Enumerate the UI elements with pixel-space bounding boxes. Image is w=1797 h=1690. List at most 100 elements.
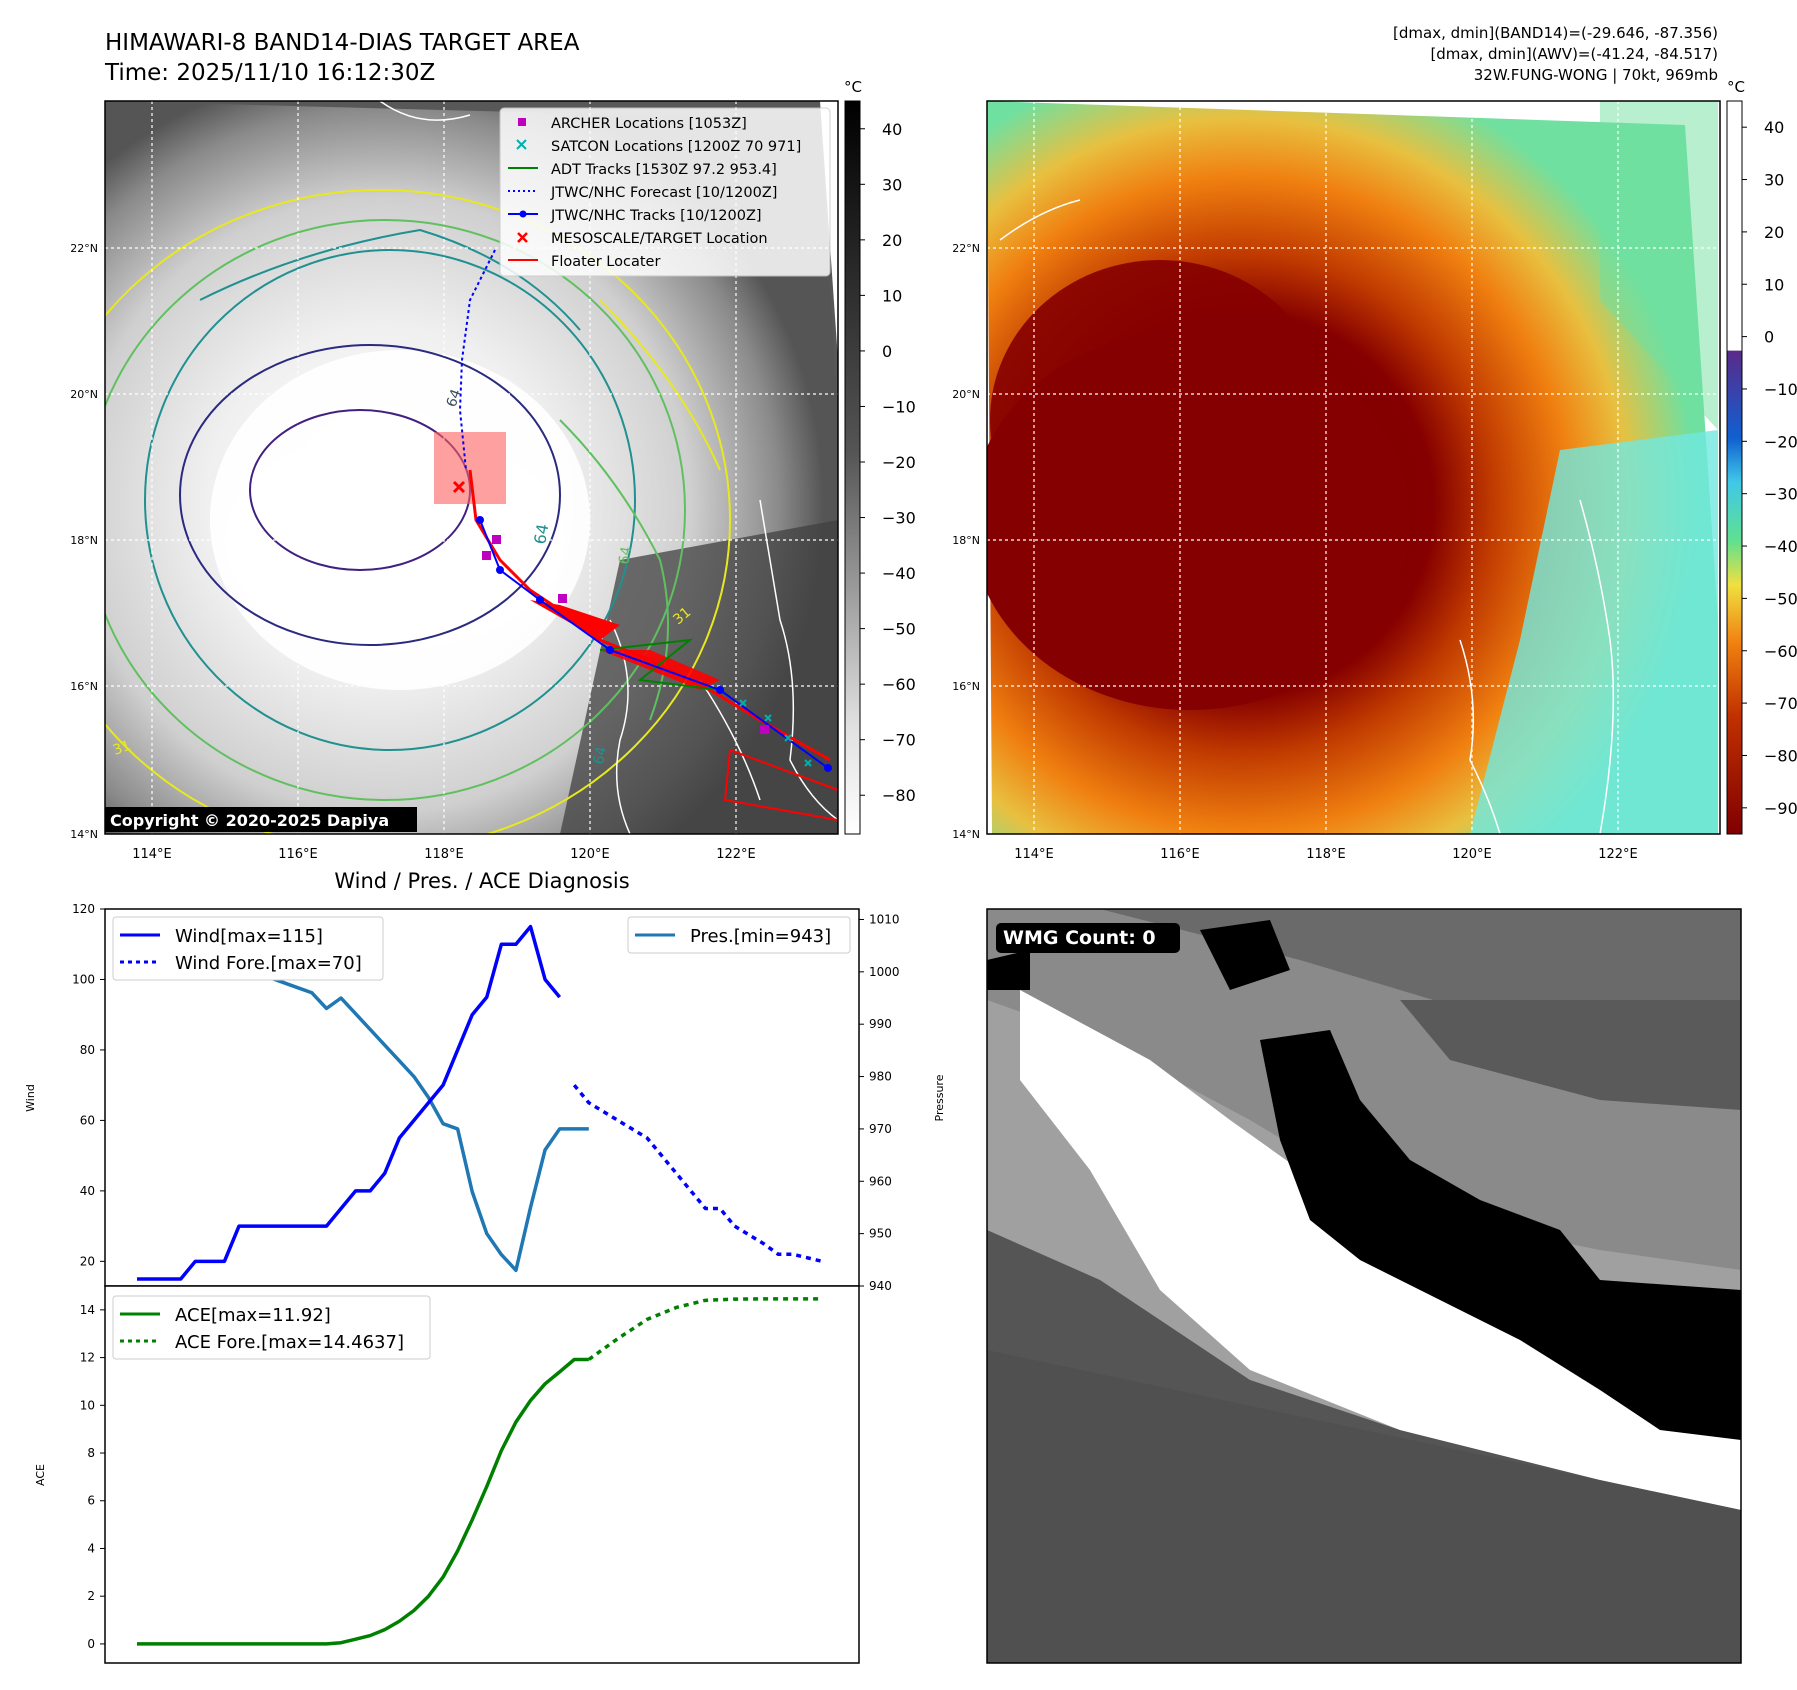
jtwc-track [479,519,829,769]
axis-tick-label: 20 [80,1254,95,1268]
ace-chart: ACE 0 2 4 6 8 10 12 14 ACE[max=11.92] ACE Fore.… [34,1285,860,1664]
colorbar-tick-label: −20 [1764,432,1797,451]
colorbar-tick-label: −60 [1764,642,1797,661]
figure-title-line1: HIMAWARI-8 BAND14-DIAS TARGET AREA [105,30,580,56]
wind-pressure-chart: Wind / Pres. / ACE Diagnosis Wind Pressu… [24,869,946,1293]
axis-tick-label: 12 [80,1351,95,1365]
colorbar-tick-label: 20 [882,231,902,250]
axis-tick-label: 0 [87,1637,95,1651]
colorbar-tick-label: 20 [1764,223,1784,242]
lat-label: 18°N [70,534,98,547]
series-line [137,924,562,1281]
legend-label: JTWC/NHC Forecast [10/1200Z] [550,185,777,201]
series-line [587,1297,822,1361]
lat-label: 14°N [70,828,98,841]
axis-tick-label: 950 [869,1227,892,1241]
colorbar-tick-label: −50 [882,620,916,639]
colorbar-tick-label: 10 [1764,275,1784,294]
chart-title: Wind / Pres. / ACE Diagnosis [334,869,629,893]
colorbar-tick-label: −40 [882,564,916,583]
axis-tick-label: 8 [87,1446,95,1460]
colorbar-tick-label: −60 [882,675,916,694]
lon-label: 120°E [1452,847,1492,862]
legend-label: MESOSCALE/TARGET Location [551,231,768,247]
colorbar-tick-label: −70 [1764,694,1797,713]
colorbar-unit: °C [1727,78,1745,96]
lon-label: 118°E [1306,847,1346,862]
colorbar-tick-label: 30 [882,175,902,194]
legend-label: ACE[max=11.92] [175,1305,331,1326]
lat-label: 14°N [952,828,980,841]
axis-tick-label: 980 [869,1070,892,1084]
colorbar-tick-label: −70 [882,731,916,750]
wmg-count-label: WMG Count: 0 [1003,927,1156,949]
contour-label: 64 [444,387,465,409]
contour-mid1 [105,219,686,801]
lon-label: 118°E [424,847,464,862]
axis-tick-label: 2 [87,1589,95,1603]
colorbar-tick-label: −10 [882,397,916,416]
contour-inner [179,344,561,646]
y-axis-label-ace: ACE [34,1464,47,1486]
legend-label: Wind Fore.[max=70] [175,953,362,974]
axis-tick-label: 1000 [869,965,900,979]
contour-label: 64 [616,545,635,565]
lon-label: 120°E [570,847,610,862]
colorbar-tick-label: −30 [882,509,916,528]
legend-label: JTWC/NHC Tracks [10/1200Z] [550,208,762,224]
colorbar-tick-label: 10 [882,286,902,305]
figure-title-line2: Time: 2025/11/10 16:12:30Z [104,60,435,86]
colorbar-unit: °C [844,78,862,96]
colorbar-color: °C 40 30 20 10 0 −10 −20 −30 −40 −50 −60 −70 −80 −90 [1726,78,1797,835]
colorbar-tick-label: 0 [1764,328,1774,347]
lon-label: 116°E [278,847,318,862]
lat-label: 16°N [70,680,98,693]
map-legend: ARCHER Locations [1053Z] SATCON Location… [499,107,831,277]
axis-tick-label: 60 [80,1113,95,1127]
lon-label: 116°E [1160,847,1200,862]
legend-label: Pres.[min=943] [690,926,831,947]
lat-label: 18°N [952,534,980,547]
colorbar-tick-label: −20 [882,453,916,472]
colorbar-tick-label: 0 [882,342,892,361]
jtwc-forecast-track [458,249,496,471]
awv-map-panel: 22°N 20°N 18°N 16°N 14°N 114°E 116°E 118… [952,100,1721,862]
colorbar-gray: °C 40 30 20 10 0 −10 −20 −30 −40 −50 −60 −70 −80 [844,78,916,835]
colorbar-tick-label: 30 [1764,171,1784,190]
colorbar-tick-label: −80 [1764,746,1797,765]
lat-label: 22°N [952,242,980,255]
mesoscale-box [434,432,506,504]
axis-tick-label: 1010 [869,912,900,926]
y-axis-label-pressure: Pressure [933,1074,946,1121]
colorbar-tick-label: −30 [1764,485,1797,504]
legend-label: Wind[max=115] [175,926,323,947]
legend-label: ADT Tracks [1530Z 97.2 953.4] [551,162,777,178]
lat-label: 20°N [70,388,98,401]
info-line2: [dmax, dmin](AWV)=(-41.24, -84.517) [1430,45,1718,63]
axis-tick-label: 80 [80,1043,95,1057]
series-line [137,1357,589,1646]
axis-tick-label: 14 [80,1303,95,1317]
lon-label: 122°E [1598,847,1638,862]
axis-tick-label: 120 [72,902,95,916]
target-location-marker [452,480,466,494]
info-line1: [dmax, dmin](BAND14)=(-29.646, -87.356) [1393,24,1718,42]
lon-label: 122°E [716,847,756,862]
ir-map-panel: 64 64 31 31 64 64 Copyright © 2020-2025 … [70,100,839,862]
contour-outer [105,189,731,834]
axis-tick-label: 970 [869,1122,892,1136]
colorbar-tick-label: 40 [1764,118,1784,137]
adt-track [599,638,721,691]
colorbar-tick-label: −50 [1764,589,1797,608]
lon-label: 114°E [1014,847,1054,862]
axis-tick-label: 990 [869,1017,892,1031]
series-line [572,1084,823,1264]
info-line3: 32W.FUNG-WONG | 70kt, 969mb [1474,66,1718,84]
axis-tick-label: 4 [87,1541,95,1555]
contour-label: 64 [591,745,610,765]
y-axis-label-wind: Wind [24,1084,37,1112]
legend-label: ARCHER Locations [1053Z] [551,116,747,132]
axis-tick-label: 6 [87,1494,95,1508]
contour-mid2 [144,249,636,751]
